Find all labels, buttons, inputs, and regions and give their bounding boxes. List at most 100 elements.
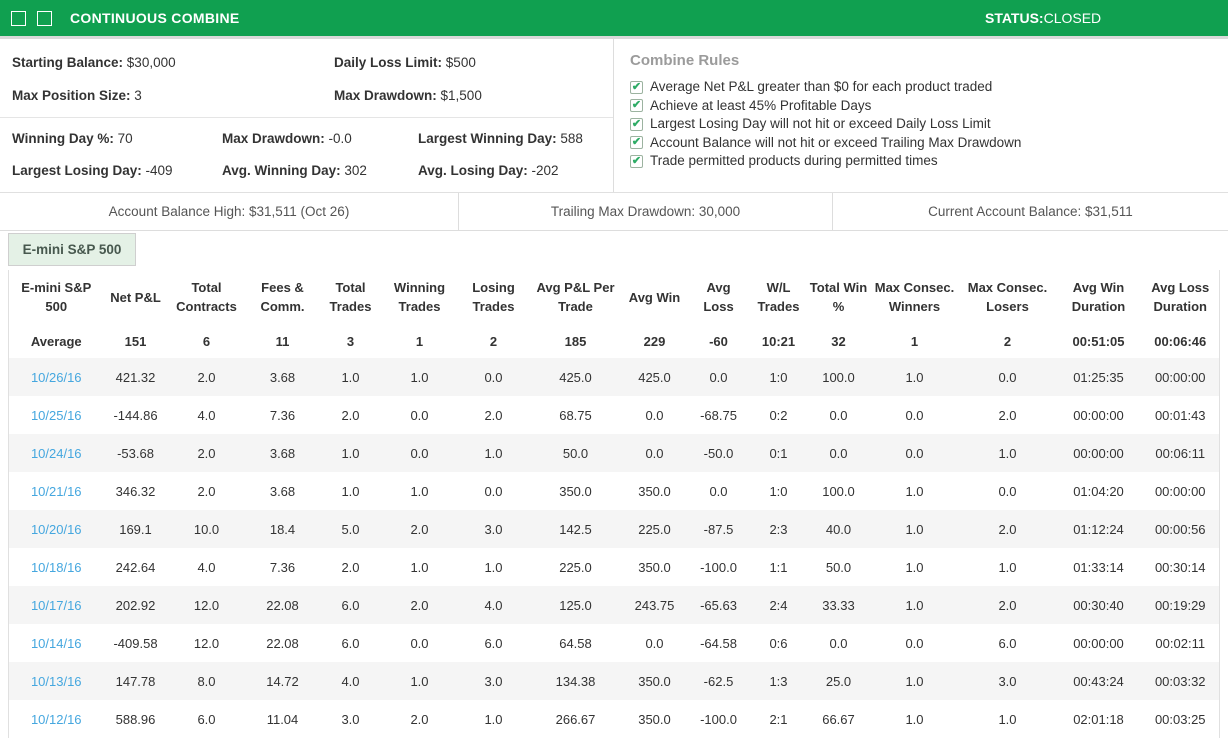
average-cell: 229 (643, 333, 666, 349)
date-link[interactable]: 10/25/16 (30, 407, 82, 423)
data-cell: 1.0 (341, 445, 360, 461)
data-cell: 350.0 (559, 483, 592, 499)
data-cell: 00:00:00 (1154, 369, 1206, 385)
data-cell: 421.32 (115, 369, 156, 385)
column-header: Avg Loss (703, 280, 734, 314)
stat-label: Winning Day %: (12, 131, 114, 146)
date-link[interactable]: 10/12/16 (30, 711, 82, 727)
combine-rule-item: ✔ Largest Losing Day will not hit or exce… (630, 115, 1212, 134)
data-cell: 66.67 (822, 711, 855, 727)
date-link[interactable]: 10/21/16 (30, 483, 82, 499)
data-cell: 7.36 (269, 559, 296, 575)
data-cell: 1:3 (769, 673, 788, 689)
data-cell: 00:30:40 (1073, 597, 1124, 613)
data-cell: 147.78 (115, 673, 156, 689)
date-link[interactable]: 10/17/16 (30, 597, 82, 613)
date-link[interactable]: 10/24/16 (30, 445, 82, 461)
data-cell: 1.0 (905, 559, 924, 575)
data-cell: 00:00:00 (1073, 635, 1124, 651)
data-cell: 0.0 (998, 483, 1017, 499)
column-header: Net P&L (110, 289, 161, 305)
data-cell: 2:1 (769, 711, 788, 727)
table-row: 10/18/16 242.64 4.0 7.36 2.0 1.0 1.0 225.0 350.0… (9, 548, 1220, 586)
stat-item: Daily Loss Limit: $500 (334, 55, 601, 70)
table-row: 10/20/16 169.1 10.0 18.4 5.0 2.0 3.0 142.5 225.0… (8, 510, 1220, 548)
stat-label: Largest Winning Day: (418, 131, 557, 146)
data-cell: 1:0 (769, 483, 788, 499)
tab-emini-sp500[interactable]: E-mini S&P 500 (8, 233, 136, 266)
data-cell: 0.0 (410, 635, 429, 651)
data-cell: 1:0 (769, 369, 788, 385)
data-cell: 6.0 (484, 635, 503, 651)
stat-label: Daily Loss Limit: (334, 55, 443, 70)
data-cell: 2.0 (197, 369, 216, 385)
date-link[interactable]: 10/14/16 (30, 635, 82, 651)
date-link[interactable]: 10/26/16 (30, 369, 82, 385)
combine-rule-item: ✔ Average Net P&L greater than $0 for eac… (630, 78, 1212, 97)
data-cell: 0:6 (769, 635, 788, 651)
data-cell: 243.75 (634, 597, 675, 613)
rule-checkbox[interactable]: ✔ (630, 117, 643, 131)
check-icon: ✔ (631, 99, 642, 112)
rule-checkbox[interactable]: ✔ (630, 136, 643, 150)
data-cell: 2:4 (769, 597, 788, 613)
data-cell: 3.0 (341, 711, 360, 727)
average-cell: 11 (275, 333, 290, 349)
data-cell: 1.0 (905, 483, 924, 499)
date-link[interactable]: 10/13/16 (30, 673, 82, 689)
data-cell: 12.0 (193, 635, 220, 651)
data-cell: 350.0 (638, 673, 671, 689)
combine-rule-item: ✔ Trade permitted products during permitt… (630, 152, 1212, 171)
data-cell: 2.0 (197, 483, 216, 499)
data-cell: 6.0 (341, 597, 360, 613)
data-cell: 12.0 (193, 597, 220, 613)
data-cell: 8.0 (197, 673, 216, 689)
stat-value: -0.0 (328, 131, 352, 146)
data-cell: 0:1 (769, 445, 788, 461)
data-cell: 0.0 (829, 445, 848, 461)
rule-checkbox[interactable]: ✔ (630, 154, 643, 168)
data-cell: 0.0 (829, 635, 848, 651)
average-cell: 151 (124, 333, 147, 349)
stat-label: Avg. Losing Day: (418, 163, 528, 178)
average-cell: 00:06:46 (1154, 333, 1207, 349)
current-account-balance: Current Account Balance: $31,511 (928, 204, 1133, 219)
stat-label: Max Drawdown: (334, 88, 437, 103)
data-cell: 2.0 (410, 711, 429, 727)
data-cell: 1.0 (410, 559, 429, 575)
data-cell: 4.0 (197, 407, 216, 423)
stat-label: Max Position Size: (12, 88, 131, 103)
table-header-row: E-mini S&P 500 Net P&L Total Contracts Fees… (9, 270, 1220, 324)
stat-value: 3 (134, 88, 142, 103)
unknown-glyph-icon[interactable] (37, 10, 52, 26)
data-cell: 2.0 (998, 597, 1017, 613)
date-link[interactable]: 10/18/16 (30, 559, 82, 575)
table-row: 10/26/16 421.32 2.0 3.68 1.0 1.0 0.0 425.0 425.0… (8, 358, 1220, 396)
data-cell: 0.0 (410, 407, 429, 423)
data-cell: 588.96 (115, 711, 156, 727)
rule-checkbox[interactable]: ✔ (630, 80, 643, 94)
data-cell: 346.32 (115, 483, 156, 499)
data-cell: 00:00:00 (1073, 407, 1124, 423)
rule-text: Achieve at least 45% Profitable Days (650, 97, 872, 113)
rule-text: Trade permitted products during permitte… (650, 153, 938, 168)
data-cell: 0.0 (709, 369, 728, 385)
date-link[interactable]: 10/20/16 (30, 521, 82, 537)
account-stats-panel: Starting Balance: $30,000 Daily Loss Limi… (0, 39, 614, 192)
rule-checkbox[interactable]: ✔ (630, 99, 643, 113)
trailing-max-drawdown: Trailing Max Drawdown: 30,000 (459, 193, 833, 230)
data-cell: 11.04 (266, 711, 299, 727)
data-cell: 1:1 (769, 559, 788, 575)
unknown-glyph-icon[interactable] (11, 10, 26, 26)
data-cell: 40.0 (825, 521, 852, 537)
average-cell: 10:21 (761, 333, 796, 349)
stat-label: Max Drawdown: (222, 131, 325, 146)
data-cell: 1.0 (341, 483, 360, 499)
average-cell: 2 (1003, 333, 1012, 349)
data-cell: -87.5 (703, 521, 734, 537)
data-cell: 350.0 (638, 711, 671, 727)
data-cell: 3.0 (998, 673, 1017, 689)
data-cell: 3.0 (484, 673, 503, 689)
column-header: Total Win % (809, 280, 868, 314)
column-header: Losing Trades (472, 280, 515, 314)
